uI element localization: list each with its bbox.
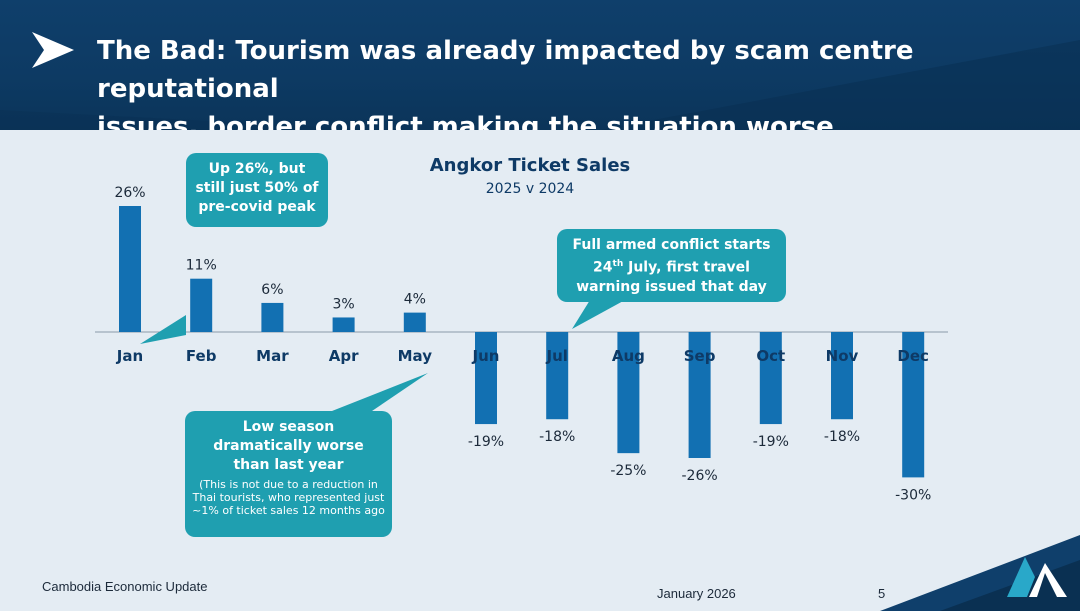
footer-report-name: Cambodia Economic Update bbox=[42, 579, 208, 594]
bar-jan bbox=[119, 206, 141, 332]
callout2-date-num: 24 bbox=[593, 259, 613, 276]
category-label-jul: Jul bbox=[545, 347, 567, 365]
bar-jul bbox=[546, 332, 569, 420]
category-label-apr: Apr bbox=[329, 347, 359, 365]
callout2-date-sup: th bbox=[612, 259, 624, 269]
category-label-aug: Aug bbox=[612, 347, 645, 365]
title-line-2: issues, border conflict making the situa… bbox=[97, 112, 834, 130]
category-label-nov: Nov bbox=[826, 347, 859, 365]
value-label-feb: 11% bbox=[186, 258, 217, 274]
callout1-line2: still just 50% of bbox=[195, 180, 319, 196]
value-label-oct: -19% bbox=[753, 434, 789, 450]
callout3-pointer bbox=[332, 373, 428, 411]
value-label-nov: -18% bbox=[824, 429, 860, 445]
category-label-jan: Jan bbox=[116, 347, 143, 365]
mountain-logo-icon bbox=[1007, 557, 1067, 597]
value-label-mar: 6% bbox=[261, 282, 283, 298]
title-line-1: The Bad: Tourism was already impacted by… bbox=[97, 36, 914, 104]
category-label-mar: Mar bbox=[256, 347, 289, 365]
callout3-line2: dramatically worse bbox=[213, 438, 364, 454]
page-title: The Bad: Tourism was already impacted by… bbox=[97, 32, 1057, 130]
value-label-apr: 3% bbox=[332, 296, 354, 312]
callout-low-season: Low season dramatically worse than last … bbox=[185, 411, 392, 537]
callout3-line3: than last year bbox=[233, 457, 344, 473]
bar-jun bbox=[475, 332, 497, 425]
value-label-dec: -30% bbox=[895, 487, 931, 503]
callout1-line3: pre-covid peak bbox=[198, 199, 316, 215]
value-label-sep: -26% bbox=[682, 468, 718, 484]
value-label-may: 4% bbox=[404, 292, 426, 308]
callout-jan-peak: Up 26%, but still just 50% of pre-covid … bbox=[186, 153, 328, 227]
callout2-pointer bbox=[572, 300, 625, 329]
callout3-line1: Low season bbox=[242, 419, 335, 435]
value-label-jan: 26% bbox=[114, 185, 145, 201]
callout1-line1: Up 26%, but bbox=[208, 161, 306, 177]
bar-chart: 26% Jan 11% Feb 6% Mar 3% Apr 4% May -19% Jun -18% Ju… bbox=[95, 185, 948, 503]
category-label-feb: Feb bbox=[186, 347, 217, 365]
callout2-line3: warning issued that day bbox=[576, 278, 767, 295]
category-label-oct: Oct bbox=[756, 347, 785, 365]
chart-subtitle: 2025 v 2024 bbox=[485, 181, 575, 197]
category-label-jun: Jun bbox=[472, 347, 500, 365]
footer-date: January 2026 bbox=[657, 586, 736, 601]
callout1-pointer bbox=[140, 315, 186, 344]
value-label-jul: -18% bbox=[539, 429, 575, 445]
category-label-sep: Sep bbox=[684, 347, 716, 365]
bar-nov bbox=[831, 332, 853, 420]
bar-apr bbox=[332, 317, 355, 332]
header-pattern bbox=[0, 40, 1080, 130]
value-label-jun: -19% bbox=[468, 434, 504, 450]
value-label-aug: -25% bbox=[610, 463, 646, 479]
header-band: The Bad: Tourism was already impacted by… bbox=[0, 0, 1080, 130]
bar-mar bbox=[261, 302, 284, 332]
bar-aug bbox=[617, 332, 640, 454]
chart-title: Angkor Ticket Sales bbox=[429, 155, 631, 176]
callout-conflict: Full armed conflict starts 24th July, fi… bbox=[557, 229, 786, 302]
bar-may bbox=[403, 312, 426, 332]
callout2-line1: Full armed conflict starts bbox=[572, 237, 771, 253]
page-number: 5 bbox=[878, 586, 886, 601]
bar-sep bbox=[688, 332, 711, 458]
bar-dec bbox=[902, 332, 925, 478]
arrow-logo-icon bbox=[32, 32, 74, 68]
category-label-dec: Dec bbox=[897, 347, 929, 365]
category-label-may: May bbox=[398, 347, 433, 365]
bar-feb bbox=[190, 278, 213, 332]
callout3-note: (This is not due to a reduction in Thai … bbox=[192, 478, 385, 517]
callout2-line2-rest: July, first travel bbox=[623, 259, 750, 276]
bar-oct bbox=[759, 332, 782, 425]
